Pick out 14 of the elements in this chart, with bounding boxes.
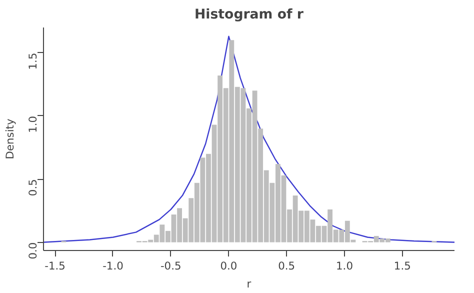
y-tick-label: 1.5 <box>26 52 40 70</box>
y-tick-label: 0.5 <box>26 179 40 196</box>
x-tick-label: -1.5 <box>44 260 66 272</box>
x-tick-label: 0.0 <box>220 260 238 272</box>
y-tick-label: 0.0 <box>26 242 40 260</box>
y-tick-label: 1.0 <box>26 116 40 133</box>
x-tick-label: 1.0 <box>336 260 354 272</box>
x-tick-label: -0.5 <box>160 260 182 272</box>
x-tick-label: -1.0 <box>102 260 124 272</box>
x-tick-label: 0.5 <box>278 260 296 272</box>
x-axis-title: r <box>246 278 252 290</box>
y-axis-title: Density <box>4 118 16 160</box>
x-tick-label: 1.5 <box>394 260 411 272</box>
chart-title: Histogram of r <box>194 8 304 22</box>
